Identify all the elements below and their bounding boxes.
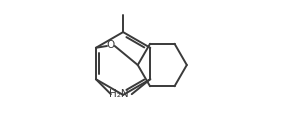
Text: O: O (107, 40, 115, 50)
Text: H₂N: H₂N (108, 89, 128, 99)
